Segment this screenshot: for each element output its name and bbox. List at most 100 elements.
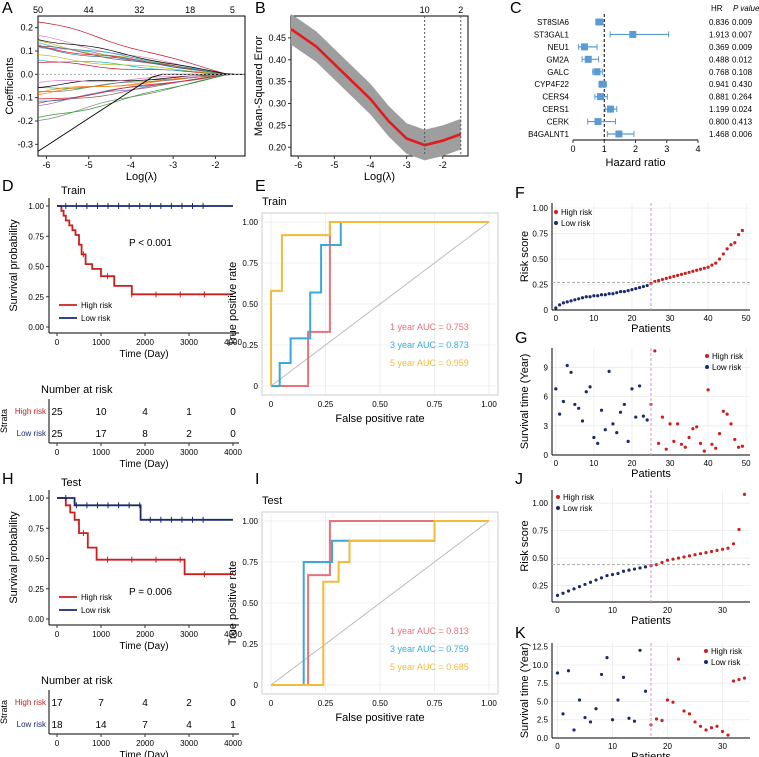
high-risk-point xyxy=(698,552,703,556)
panel-D-risk-xtick-label: 1000 xyxy=(92,448,110,457)
legend-high-dot xyxy=(556,495,560,499)
panel-B-ytick-label: 0.45 xyxy=(268,33,286,43)
low-risk-point xyxy=(592,435,596,440)
hr-point xyxy=(606,105,614,113)
panel-F-ylabel: Risk score xyxy=(519,231,531,282)
auc-label: 3 year AUC = 0.873 xyxy=(390,340,469,350)
panel-A-xtick-label: -4 xyxy=(127,160,135,170)
panel-H-xtick-label: 0 xyxy=(55,630,60,639)
risk-count: 25 xyxy=(51,429,63,440)
high-risk-point xyxy=(693,720,697,724)
panel-H-title: Test xyxy=(61,477,81,489)
high-risk-point xyxy=(672,274,676,278)
hr-value: 1.468 xyxy=(709,130,730,139)
high-risk-point xyxy=(672,439,676,443)
y-tick-label: 0.50 xyxy=(532,255,548,264)
hr-point xyxy=(594,118,602,126)
legend-low-dot xyxy=(554,221,558,225)
high-risk-point xyxy=(660,277,665,282)
high-risk-point xyxy=(683,271,687,275)
high-risk-point xyxy=(687,554,692,558)
low-risk-point xyxy=(588,720,593,724)
p-value: 0.430 xyxy=(732,80,753,89)
y-tick-label: 1.00 xyxy=(532,204,548,213)
legend-high-dot xyxy=(705,354,709,358)
panel-letter-J: J xyxy=(515,471,523,488)
risk-count: 0 xyxy=(230,698,236,709)
high-risk-point xyxy=(725,412,729,416)
high-risk-point xyxy=(660,560,664,565)
low-risk-point xyxy=(569,299,573,303)
high-risk-point xyxy=(709,549,714,554)
x-tick-label: 20 xyxy=(663,606,672,615)
low-risk-point xyxy=(626,289,630,293)
low-risk-point xyxy=(554,306,558,310)
high-risk-point xyxy=(657,278,661,283)
low-risk-point xyxy=(588,385,592,389)
panel-D-xtick-label: 2000 xyxy=(136,338,154,347)
panel-letter-H: H xyxy=(2,471,14,488)
risk-row-label: High risk xyxy=(15,698,47,707)
low-risk-point xyxy=(610,572,615,577)
low-risk-point xyxy=(577,698,582,702)
low-risk-point xyxy=(561,712,565,716)
low-risk-point xyxy=(605,574,609,578)
high-risk-point xyxy=(733,437,737,442)
low-risk-point xyxy=(618,410,623,414)
high-risk-point xyxy=(698,724,703,728)
high-risk-point xyxy=(664,276,668,281)
hr-point xyxy=(595,18,603,26)
high-risk-point xyxy=(691,427,695,431)
y-tick-label: 10.0 xyxy=(532,661,548,670)
high-risk-point xyxy=(676,657,681,661)
legend-high-label: High risk xyxy=(561,208,593,217)
panel-A-ytick-label: 0.0 xyxy=(20,69,33,79)
hr-point xyxy=(598,80,606,88)
legend-low-dot xyxy=(556,506,560,510)
low-risk-point xyxy=(580,419,585,423)
p-value: 0.009 xyxy=(732,18,753,27)
risk-table-title: Number at risk xyxy=(41,384,113,396)
panel-B-xtick-label: -2 xyxy=(439,160,447,170)
low-risk-point xyxy=(618,290,623,294)
low-risk-point xyxy=(603,293,607,297)
low-risk-point xyxy=(599,672,604,677)
panel-A-ytick-label: -0.2 xyxy=(17,116,33,126)
roc-curve-5yr xyxy=(271,520,489,686)
risk-count: 0 xyxy=(230,407,236,418)
low-risk-point xyxy=(588,580,593,584)
panel-H-ytick-label: 0.25 xyxy=(28,585,44,594)
high-risk-point xyxy=(721,409,725,413)
high-risk-point xyxy=(653,349,657,353)
low-risk-point xyxy=(566,669,571,673)
high-risk-point xyxy=(691,269,695,273)
x-tick-label: 0.75 xyxy=(427,400,443,409)
coefficient-path xyxy=(37,61,245,75)
p-value: 0.012 xyxy=(732,55,753,64)
low-risk-point xyxy=(594,578,598,582)
high-risk-point xyxy=(698,441,703,445)
panel-H-risk-xtick-label: 0 xyxy=(55,739,60,748)
high-risk-point xyxy=(676,556,681,560)
high-risk-point xyxy=(702,266,706,270)
panel-I-xlabel: False positive rate xyxy=(335,712,424,724)
legend-high-label: High risk xyxy=(711,647,743,656)
panel-B-ytick-label: 0.30 xyxy=(268,99,286,109)
panel-D-ytick-label: 0.75 xyxy=(28,232,44,241)
panel-D-xlabel: Time (Day) xyxy=(119,349,168,360)
auc-label: 1 year AUC = 0.753 xyxy=(390,322,469,332)
panel-D-xtick-label: 0 xyxy=(55,338,60,347)
panel-D-risk-xtick-label: 0 xyxy=(55,448,60,457)
risk-row-label: Low risk xyxy=(17,429,47,438)
panel-C-xlabel: Hazard ratio xyxy=(606,157,666,169)
low-risk-point xyxy=(645,418,649,422)
panel-H-xtick-label: 2000 xyxy=(136,630,154,639)
hr-header: HR xyxy=(711,4,723,13)
y-tick-label: 0.25 xyxy=(242,341,258,350)
panel-letter-E: E xyxy=(255,178,266,195)
risk-xlabel: Time (Day) xyxy=(119,750,168,757)
low-risk-point xyxy=(596,294,600,298)
high-risk-point xyxy=(715,724,719,728)
low-risk-point xyxy=(616,698,620,702)
high-risk-point xyxy=(726,733,730,737)
